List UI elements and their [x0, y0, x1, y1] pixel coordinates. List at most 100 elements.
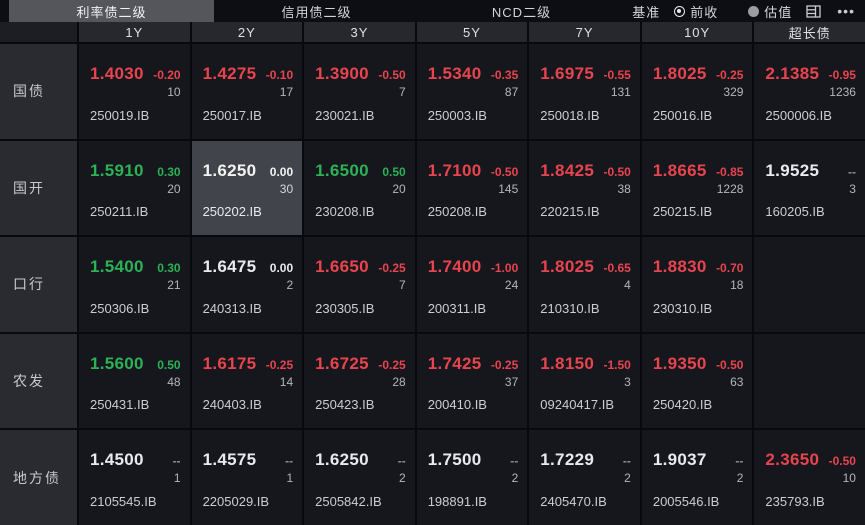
rate-value: 1.6500	[315, 160, 369, 180]
bond-code: 200410.IB	[427, 397, 487, 413]
quote-top: 1.8830 -0.70	[653, 257, 744, 277]
quote-cell-国开-超长债[interactable]: 1.9525 -- 3 160205.IB	[754, 140, 865, 236]
radio-valuation[interactable]: 估值	[748, 2, 792, 21]
quote-top: 1.4500 --	[90, 450, 181, 470]
quote-top: 1.6250 0.00	[203, 161, 294, 181]
rate-value: 1.7100	[427, 160, 482, 180]
column-header-3Y: 3Y	[304, 22, 415, 42]
quote-top: 1.6975 -0.55	[540, 64, 631, 84]
row-label-口行: 口行	[0, 237, 77, 332]
quote-top: 1.3900 -0.50	[315, 64, 406, 84]
rate-value: 1.5340	[427, 64, 482, 83]
quote-cell-农发-5Y[interactable]: 1.7425 -0.25 37 200410.IB	[416, 333, 528, 429]
quote-cell-地方债-超长债[interactable]: 2.3650 -0.50 10 235793.IB	[754, 430, 865, 525]
trade-count: 3	[624, 374, 631, 389]
quote-cell-国债-7Y[interactable]: 1.6975 -0.55 131 250018.IB	[529, 44, 640, 139]
quote-cell-国开-7Y[interactable]: 1.8425 -0.50 38 220215.IB	[529, 140, 640, 236]
quote-cell-口行-10Y[interactable]: 1.8830 -0.70 18 230310.IB	[641, 237, 753, 332]
trade-count: 1	[286, 471, 294, 486]
quote-cell-农发-7Y[interactable]: 1.8150 -1.50 3 09240417.IB	[529, 333, 640, 429]
quote-cell-国开-2Y[interactable]: 1.6250 0.00 30 250202.IB	[191, 140, 303, 236]
bond-code: 235793.IB	[765, 493, 825, 509]
quote-cell-口行-2Y[interactable]: 1.6475 0.00 2 240313.IB	[191, 237, 303, 332]
change-value: -0.50	[716, 357, 744, 372]
more-ellipsis-icon[interactable]: •••	[837, 3, 855, 19]
bond-code: 250423.IB	[315, 397, 375, 413]
quote-cell-地方债-3Y[interactable]: 1.6250 -- 2 2505842.IB	[304, 430, 415, 525]
bond-code: 230021.IB	[315, 107, 375, 123]
bond-code: 2405470.IB	[540, 493, 607, 509]
empty-quote-cell-口行-超长债	[754, 237, 865, 332]
change-value: -0.10	[265, 68, 294, 82]
quote-top: 1.9350 -0.50	[653, 354, 744, 374]
empty-quote-cell-农发-超长债	[754, 333, 865, 429]
trade-count: 21	[167, 278, 181, 293]
quote-cell-地方债-1Y[interactable]: 1.4500 -- 1 2105545.IB	[79, 430, 190, 525]
quote-top: 1.8025 -0.25	[653, 64, 744, 84]
quote-cell-农发-3Y[interactable]: 1.6725 -0.25 28 250423.IB	[304, 333, 415, 429]
rate-value: 1.7425	[427, 353, 482, 373]
bond-code: 09240417.IB	[540, 397, 615, 413]
trade-count: 4	[624, 278, 631, 293]
trade-count: 28	[392, 374, 406, 389]
quote-cell-国债-10Y[interactable]: 1.8025 -0.25 329 250016.IB	[641, 44, 753, 139]
rate-value: 1.6175	[202, 353, 257, 373]
tab-credit-secondary[interactable]: 信用债二级	[281, 4, 352, 20]
tab-bar: 利率债二级 信用债二级 NCD二级 基准 前收 估值 •	[0, 0, 865, 22]
bond-code: 230310.IB	[652, 300, 713, 316]
quote-cell-地方债-5Y[interactable]: 1.7500 -- 2 198891.IB	[416, 430, 528, 525]
quote-cell-口行-1Y[interactable]: 1.5400 0.30 21 250306.IB	[79, 237, 190, 332]
bond-code: 250017.IB	[202, 107, 262, 123]
trade-count: 7	[399, 85, 406, 99]
tab-rates-secondary[interactable]: 利率债二级	[9, 0, 214, 22]
quote-cell-国开-10Y[interactable]: 1.8665 -0.85 1228 250215.IB	[641, 140, 753, 236]
trade-count: 10	[842, 471, 856, 486]
rate-value: 1.9525	[765, 160, 820, 180]
change-value: --	[735, 454, 744, 469]
layout-panel-icon[interactable]	[806, 4, 821, 18]
trade-count: 7	[399, 278, 406, 293]
quote-cell-国债-5Y[interactable]: 1.5340 -0.35 87 250003.IB	[416, 44, 528, 139]
quote-cell-农发-10Y[interactable]: 1.9350 -0.50 63 250420.IB	[641, 333, 753, 429]
quote-grid: 1Y 2Y 3Y 5Y 7Y 10Y 超长债 国债 1.4030 -0.20 10 250019.IB…	[0, 22, 865, 525]
radio-prev-close[interactable]: 前收	[674, 2, 718, 21]
tab-ncd-secondary[interactable]: NCD二级	[491, 4, 552, 20]
quote-cell-地方债-2Y[interactable]: 1.4575 -- 1 2205029.IB	[191, 430, 303, 525]
bond-code: 250215.IB	[652, 204, 713, 220]
change-value: -0.50	[490, 164, 519, 179]
bond-code: 210310.IB	[540, 300, 600, 316]
change-value: 0.00	[269, 164, 294, 179]
quote-top: 1.7500 --	[428, 450, 519, 470]
bond-code: 2005546.IB	[652, 493, 720, 509]
quote-cell-农发-2Y[interactable]: 1.6175 -0.25 14 240403.IB	[191, 333, 303, 429]
row-label-国开: 国开	[0, 140, 77, 236]
quote-cell-国开-3Y[interactable]: 1.6500 0.50 20 230208.IB	[304, 140, 415, 236]
bond-code: 220215.IB	[540, 204, 600, 220]
quote-cell-地方债-7Y[interactable]: 1.7229 -- 2 2405470.IB	[529, 430, 640, 525]
rate-value: 1.6725	[315, 353, 369, 373]
change-value: -0.35	[490, 68, 519, 82]
quote-cell-国债-超长债[interactable]: 2.1385 -0.95 1236 2500006.IB	[754, 44, 865, 139]
change-value: -0.50	[603, 164, 631, 179]
rate-value: 1.6975	[540, 64, 595, 83]
quote-cell-口行-5Y[interactable]: 1.7400 -1.00 24 200311.IB	[416, 237, 528, 332]
quote-top: 1.5600 0.50	[90, 354, 181, 374]
quote-top: 1.5910 0.30	[90, 161, 181, 181]
quote-cell-地方债-10Y[interactable]: 1.9037 -- 2 2005546.IB	[641, 430, 753, 525]
quote-cell-国开-1Y[interactable]: 1.5910 0.30 20 250211.IB	[79, 140, 190, 236]
trade-count: 37	[504, 374, 519, 389]
quote-cell-国债-1Y[interactable]: 1.4030 -0.20 10 250019.IB	[79, 44, 190, 139]
rate-value: 1.4030	[90, 64, 144, 83]
bond-code: 230208.IB	[315, 204, 375, 220]
quote-cell-口行-7Y[interactable]: 1.8025 -0.65 4 210310.IB	[529, 237, 640, 332]
trade-count: 2	[511, 471, 519, 486]
quote-cell-口行-3Y[interactable]: 1.6650 -0.25 7 230305.IB	[304, 237, 415, 332]
rate-value: 1.8025	[540, 257, 595, 277]
quote-cell-国债-2Y[interactable]: 1.4275 -0.10 17 250017.IB	[191, 44, 303, 139]
quote-top: 1.5400 0.30	[90, 257, 181, 277]
quote-cell-农发-1Y[interactable]: 1.5600 0.50 48 250431.IB	[79, 333, 190, 429]
change-value: -0.85	[716, 164, 744, 179]
quote-cell-国债-3Y[interactable]: 1.3900 -0.50 7 230021.IB	[304, 44, 415, 139]
quote-cell-国开-5Y[interactable]: 1.7100 -0.50 145 250208.IB	[416, 140, 528, 236]
